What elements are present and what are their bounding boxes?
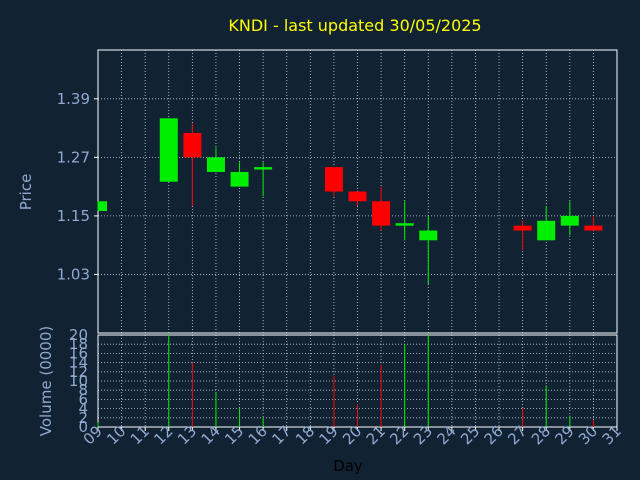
volume-tick-label: 6 (78, 390, 88, 408)
price-tick-label: 1.03 (57, 265, 90, 283)
price-tick-label: 1.15 (57, 207, 90, 225)
candle-body (348, 191, 367, 202)
volume-tick-label: 18 (69, 335, 88, 353)
volume-axis-label: Volume (0000) (37, 326, 55, 436)
candle-body (324, 167, 343, 192)
volume-tick-label: 14 (69, 354, 88, 372)
candle-body (560, 215, 579, 226)
x-axis-label: Day (333, 457, 363, 475)
volume-tick-label: 2 (78, 409, 88, 427)
candle-body (206, 157, 225, 172)
candle-body (230, 171, 249, 187)
volume-tick-label: 4 (78, 400, 88, 418)
candle-body (372, 201, 391, 226)
candle-body (254, 167, 273, 170)
price-tick-label: 1.27 (57, 148, 90, 166)
candle-body (584, 225, 603, 231)
volume-tick-label: 20 (69, 326, 88, 344)
volume-tick-label: 0 (78, 418, 88, 436)
candle-body (419, 230, 438, 241)
candle-body (98, 201, 107, 212)
volume-tick-label: 16 (69, 344, 88, 362)
price-frame (97, 49, 618, 334)
volume-tick-label: 12 (69, 363, 88, 381)
candle-body (159, 118, 178, 182)
volume-tick-label: 8 (78, 381, 88, 399)
candle-body (513, 225, 532, 231)
candle-body (183, 132, 202, 158)
x-axis: 0910111213141516171819202122232425262728… (80, 422, 625, 448)
volume-tick-label: 10 (69, 372, 88, 390)
price-tick-label: 1.39 (57, 90, 90, 108)
candle-body (537, 220, 556, 241)
chart-title: KNDI - last updated 30/05/2025 (228, 16, 481, 35)
price-panel: 1.03 1.15 1.27 1.39 (57, 49, 618, 334)
candle-body (395, 223, 414, 226)
price-axis-label: Price (17, 174, 35, 211)
